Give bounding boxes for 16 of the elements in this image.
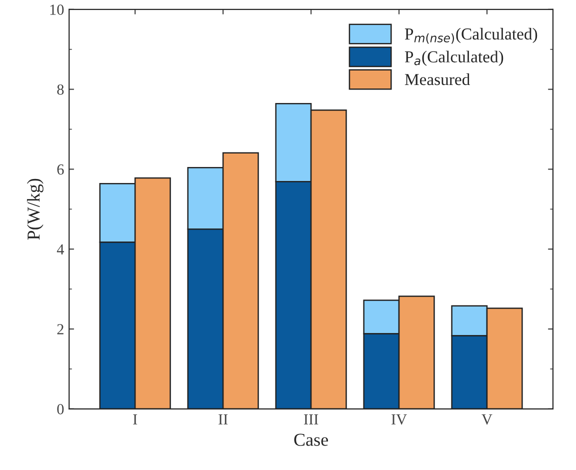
x-tick-label: III [304,414,318,424]
x-axis-title: Case [294,434,328,446]
y-tick-label: 0 [57,404,64,414]
y-tick-label: 8 [57,84,64,95]
legend-label: P$_{m(nse)}$(Calculated) [404,28,538,44]
x-tick-label: V [482,414,492,425]
y-tick-label: 2 [57,324,64,334]
x-tick-label: IV [392,414,407,425]
y-tick-label: 4 [56,244,64,254]
x-tick-label: I [133,414,138,424]
legend-label: Measured [404,73,470,86]
y-tick-label: 10 [50,4,64,15]
legend-label: P$_{a}$(Calculated) [404,50,504,66]
y-tick-label: 6 [57,164,64,175]
y-axis-title: P(W/kg) [27,178,44,240]
x-tick-label: II [218,414,228,424]
